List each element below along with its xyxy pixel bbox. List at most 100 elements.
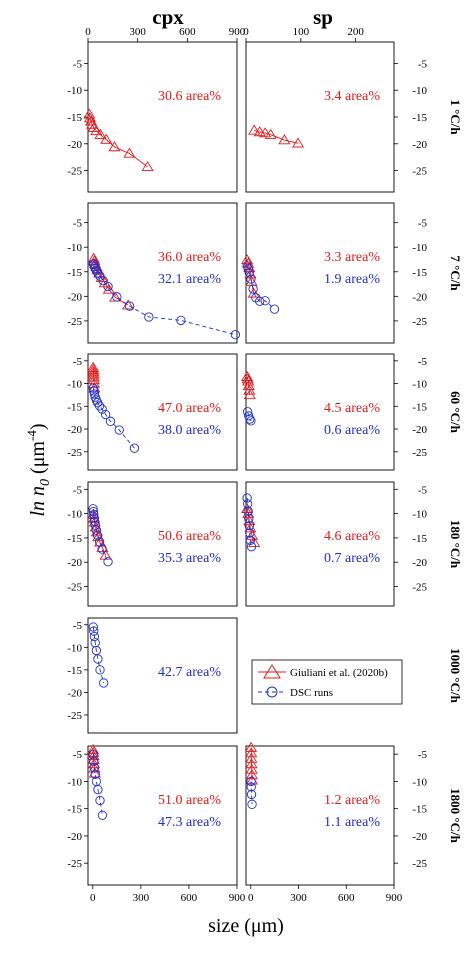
data-point-circle <box>90 638 100 648</box>
data-point-triangle <box>242 379 255 391</box>
data-point-triangle <box>87 743 100 755</box>
y-tick-label: -10 <box>67 642 82 654</box>
data-point-circle <box>245 414 255 424</box>
data-point-triangle <box>87 361 100 372</box>
row-label: 7 °C/h <box>448 255 463 291</box>
data-point-circle <box>92 398 103 408</box>
panel-frame <box>87 41 238 193</box>
area-percent-annotation: 47.3 area% <box>158 815 221 830</box>
data-point-triangle <box>123 147 136 158</box>
legend-entry-dsc: DSC runs <box>258 686 333 699</box>
area-percent-annotation: 30.6 area% <box>158 89 221 104</box>
data-point-triangle <box>278 134 291 145</box>
y-tick-label: -15 <box>67 112 82 124</box>
data-point-triangle <box>83 108 96 119</box>
area-percent-annotation: 1.9 area% <box>324 272 380 287</box>
y-axis-label: ln n0 (μm-4) <box>24 423 53 516</box>
data-point-circle <box>91 645 101 656</box>
panel-frame <box>87 745 238 886</box>
data-point-circle <box>246 542 257 552</box>
panel-r3-c0: -5 -10 -15 -20 -25 180 °C/h 50.6 area% 35.3 are… <box>67 481 463 607</box>
y-tick-label: -5 <box>73 484 83 496</box>
x-tick-label: 300 <box>133 892 150 904</box>
data-point-circle <box>244 268 254 278</box>
data-point-circle <box>88 749 98 759</box>
legend-box <box>251 659 403 705</box>
area-percent-annotation: 1.1 area% <box>324 815 380 830</box>
y-tick-label: -5 <box>418 356 428 368</box>
data-point-circle <box>90 769 100 779</box>
data-point-triangle <box>141 160 154 172</box>
data-point-circle <box>89 763 100 773</box>
y-tick-label: -15 <box>67 401 82 413</box>
data-point-circle <box>90 520 101 530</box>
data-point-triangle <box>253 126 266 137</box>
y-tick-label: -5 <box>73 356 83 368</box>
data-point-triangle <box>241 370 254 381</box>
y-tick-label: -15 <box>412 804 427 816</box>
y-tick-label: -25 <box>67 582 82 594</box>
y-tick-label: -20 <box>412 291 427 303</box>
panel-frame <box>245 41 395 193</box>
row-label: 1000 °C/h <box>448 648 463 703</box>
data-point-circle <box>93 654 103 664</box>
y-tick-label: -15 <box>67 533 82 545</box>
panel-r1-c1: -5 -10 -15 -20 -25 3.3 area% 1.9 area% <box>241 202 427 344</box>
y-tick-label: -15 <box>412 112 427 124</box>
area-percent-annotation: 3.4 area% <box>324 89 380 104</box>
y-tick-label: -25 <box>67 447 82 459</box>
y-tick-label: -20 <box>67 831 82 843</box>
data-point-circle <box>89 626 99 636</box>
y-tick-label: -5 <box>73 58 83 70</box>
y-tick-label: -15 <box>67 267 82 279</box>
panel-frame <box>245 353 395 471</box>
y-tick-label: -5 <box>418 749 428 761</box>
data-point-circle <box>176 315 186 326</box>
y-tick-label: -20 <box>67 291 82 303</box>
data-point-circle <box>255 296 265 306</box>
row-label: 1800 °C/h <box>448 788 463 843</box>
area-percent-annotation: 4.5 area% <box>324 401 380 416</box>
data-point-triangle <box>242 375 255 386</box>
y-tick-label: -15 <box>412 267 427 279</box>
panel-frame <box>87 202 238 344</box>
data-point-circle <box>269 304 280 314</box>
y-tick-label: -10 <box>67 85 82 97</box>
y-tick-label: -25 <box>412 858 427 870</box>
data-point-triangle <box>87 371 100 382</box>
data-point-circle <box>94 401 105 411</box>
x-tick-label: 900 <box>229 26 246 38</box>
area-percent-annotation: 3.3 area% <box>324 250 380 265</box>
y-tick-label: -20 <box>67 139 82 151</box>
x-tick-label: 600 <box>338 892 355 904</box>
data-point-triangle <box>245 763 258 774</box>
x-tick-label: 900 <box>229 892 246 904</box>
y-tick-label: -5 <box>73 218 83 230</box>
data-point-circle <box>125 301 135 311</box>
x-tick-label: 0 <box>85 26 91 38</box>
data-point-circle <box>95 665 105 675</box>
data-point-triangle <box>243 389 256 400</box>
series-line <box>246 498 252 547</box>
data-point-circle <box>112 292 122 302</box>
data-point-circle <box>98 275 108 286</box>
data-point-circle <box>90 263 100 273</box>
y-tick-label: -10 <box>412 85 427 97</box>
y-tick-label: -5 <box>418 484 428 496</box>
series-line <box>92 754 103 816</box>
data-point-circle <box>88 622 98 632</box>
data-point-triangle <box>83 112 97 123</box>
row-label: 180 °C/h <box>448 520 463 569</box>
legend-label-giuliani: Giuliani et al. (2020b) <box>290 667 388 679</box>
data-point-circle <box>260 296 270 306</box>
y-tick-label: -20 <box>67 424 82 436</box>
data-point-triangle <box>245 752 258 763</box>
data-point-triangle <box>259 127 272 138</box>
data-point-circle <box>105 416 116 426</box>
data-point-circle <box>93 784 103 795</box>
column-title-sp: sp <box>313 5 333 29</box>
series-line <box>88 114 148 168</box>
data-point-triangle <box>241 254 254 265</box>
panel-r3-c1: -5 -10 -15 -20 -25 4.6 area% 0.7 area% <box>241 481 428 607</box>
data-point-circle <box>245 528 255 538</box>
